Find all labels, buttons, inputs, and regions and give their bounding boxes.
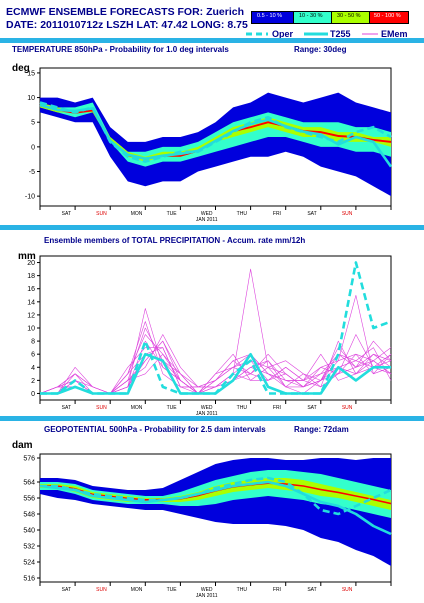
panel-1-rule	[0, 38, 424, 43]
band-10-30	[40, 102, 391, 167]
band-50-100	[40, 104, 391, 160]
x-day-label: SAT	[62, 405, 71, 411]
geopotential-unit: dam	[12, 440, 33, 451]
y-tick-label: 18	[27, 273, 35, 280]
x-day-label: MON	[131, 211, 143, 217]
y-tick-label: 556	[23, 496, 35, 503]
geopotential-range: Range: 72dam	[294, 425, 349, 434]
y-tick-label: 14	[27, 299, 35, 306]
panel-2-rule	[0, 225, 424, 230]
y-tick-label: 576	[23, 456, 35, 463]
t255-line	[39, 480, 392, 536]
ensemble-member-line	[40, 334, 392, 394]
x-month-label: JAN 2011	[196, 411, 218, 417]
y-tick-label: 4	[31, 365, 35, 372]
header: ECMWF ENSEMBLE FORECASTS FOR: Zuerich DA…	[0, 0, 424, 40]
line-legend-keys	[246, 32, 378, 36]
x-month-label: JAN 2011	[196, 593, 218, 599]
y-tick-label: 10	[27, 326, 35, 333]
geopotential-chart: 576 564 556 548 540 532 524 516 SAT SUN MON TUE WED T…	[23, 453, 392, 599]
x-day-label: SAT	[307, 211, 316, 217]
y-tick-label: 524	[23, 560, 35, 567]
legend-swatch-50-100	[369, 11, 409, 24]
legend-label-0-10: 0.5 - 10 %	[257, 13, 283, 19]
x-day-label: SUN	[342, 211, 353, 217]
plot-frame	[39, 255, 392, 401]
y-tick-label: 0	[31, 144, 35, 151]
y-tick-label: 0	[31, 391, 35, 398]
panel-3-rule	[0, 416, 424, 421]
precip-title: Ensemble members of TOTAL PRECIPITATION …	[44, 236, 306, 245]
x-day-label: THU	[237, 405, 248, 411]
x-day-label: SUN	[342, 405, 353, 411]
y-tick-label: 6	[31, 352, 35, 359]
t255-line	[39, 103, 393, 168]
t255-legend-label: T255	[330, 29, 351, 39]
x-day-label: TUE	[167, 211, 178, 217]
y-tick-label: 540	[23, 528, 35, 535]
y-tick-label: 15	[27, 70, 35, 77]
x-day-label: TUE	[167, 587, 178, 593]
x-day-label: MON	[131, 587, 143, 593]
oper-line	[40, 476, 392, 516]
ensemble-member-line	[40, 268, 392, 394]
y-tick-label: 10	[27, 95, 35, 102]
x-month-label: JAN 2011	[196, 217, 218, 223]
x-day-label: WED	[201, 405, 213, 411]
y-tick-label: 2	[31, 378, 35, 385]
ensemble-member-line	[39, 334, 392, 394]
x-day-label: SUN	[342, 587, 353, 593]
y-tick-label: 564	[23, 480, 35, 487]
y-tick-label: 516	[23, 576, 35, 583]
y-tick-label: 8	[31, 339, 35, 346]
temperature-title: TEMPERATURE 850hPa - Probability for 1.0…	[12, 45, 229, 54]
x-day-label: SUN	[96, 587, 107, 593]
x-day-label: SUN	[96, 211, 107, 217]
y-tick-label: 20	[27, 260, 35, 267]
geopotential-title: GEOPOTENTIAL 500hPa - Probability for 2.…	[44, 425, 266, 434]
x-day-label: SUN	[96, 405, 107, 411]
x-day-label: THU	[237, 587, 248, 593]
forecast-title: ECMWF ENSEMBLE FORECASTS FOR: Zuerich	[6, 6, 245, 18]
y-tick-label: 532	[23, 544, 35, 551]
x-day-label: SAT	[307, 405, 316, 411]
x-day-label: FRI	[273, 211, 281, 217]
x-day-label: MON	[131, 405, 143, 411]
temperature-unit: deg	[12, 63, 30, 74]
legend-label-50-100: 50 - 100 %	[374, 13, 401, 19]
y-tick-label: 548	[23, 512, 35, 519]
x-day-label: SAT	[307, 587, 316, 593]
ensemble-member-line	[39, 334, 392, 394]
y-tick-label: -5	[29, 169, 35, 176]
ensemble-member-line	[39, 321, 392, 394]
x-day-label: WED	[201, 587, 213, 593]
precip-unit: mm	[18, 251, 36, 262]
x-day-label: WED	[201, 211, 213, 217]
forecast-date-location: DATE: 2011010712z LSZH LAT: 47.42 LONG: …	[6, 19, 248, 31]
temperature-range: Range: 30deg	[294, 45, 347, 54]
y-tick-label: -10	[25, 194, 35, 201]
x-day-label: FRI	[273, 405, 281, 411]
emem-legend-label: EMem	[381, 29, 408, 39]
temperature-chart: 15 10 5 0 -5 -10 SAT SUN MON TUE WED THU FRI SAT SUN JA…	[25, 67, 393, 223]
y-tick-label: 16	[27, 286, 35, 293]
x-day-label: SAT	[62, 211, 71, 217]
x-day-label: THU	[237, 211, 248, 217]
band-0-10	[40, 458, 391, 566]
x-day-label: FRI	[273, 587, 281, 593]
y-tick-label: 12	[27, 312, 35, 319]
oper-legend-label: Oper	[272, 29, 294, 39]
ensemble-member-line	[39, 295, 392, 394]
x-day-label: TUE	[167, 405, 178, 411]
legend-label-10-30: 10 - 30 %	[299, 13, 323, 19]
y-tick-label: 5	[31, 120, 35, 127]
t255-line	[40, 352, 391, 395]
x-day-label: SAT	[62, 587, 71, 593]
legend-label-30-50: 30 - 50 %	[337, 13, 361, 19]
precip-chart: 0 2 4 6 8 10 12 14 16 18 20 SAT SUN MON TUE WED THU FRI SA…	[27, 255, 392, 417]
